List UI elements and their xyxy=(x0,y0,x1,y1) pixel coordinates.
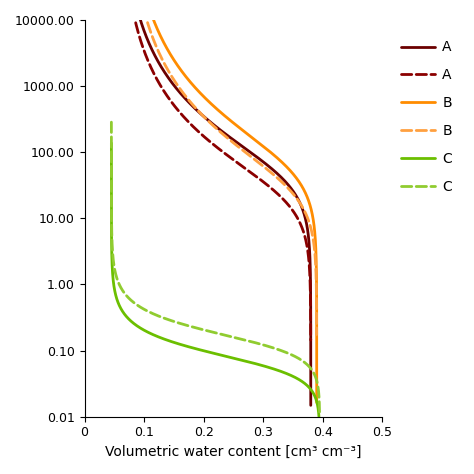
X-axis label: Volumetric water content [cm³ cm⁻³]: Volumetric water content [cm³ cm⁻³] xyxy=(105,445,362,459)
Legend: A, A, B, B, C, C: A, A, B, B, C, C xyxy=(395,35,457,200)
